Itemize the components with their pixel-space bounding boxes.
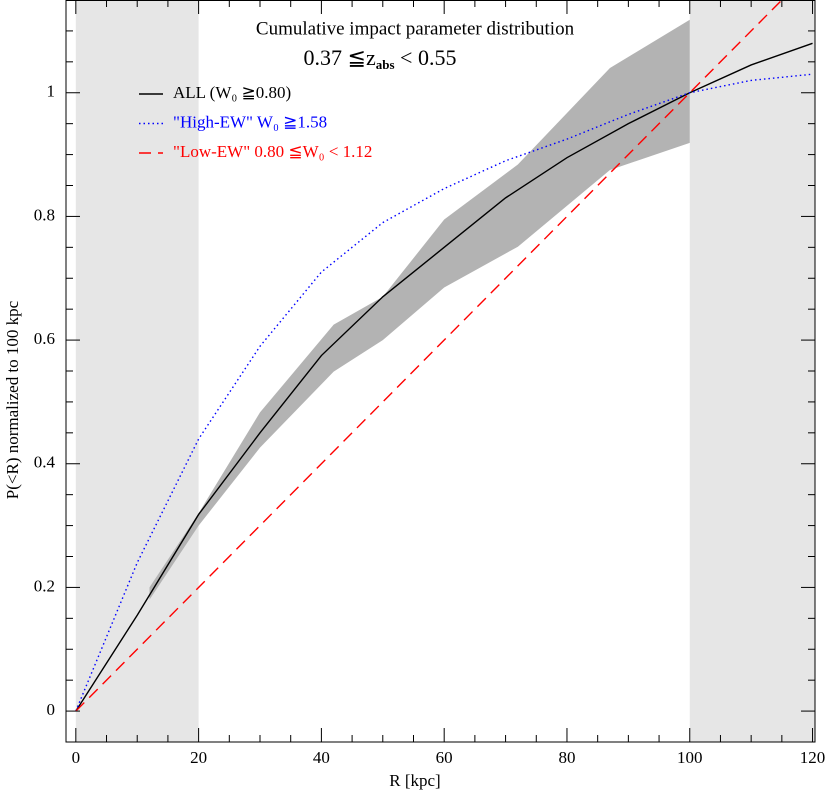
x-tick-label: 40 <box>313 748 330 767</box>
y-tick-label: 0.8 <box>34 205 55 224</box>
confidence-band <box>149 19 690 600</box>
subtitle-part: < 0.55 <box>395 45 457 70</box>
axes: ALL (W₀ ≧0.80) "High-EW" W₀ ≧1.58 "Low-EW"… <box>34 0 826 767</box>
y-tick-label: 0 <box>47 700 56 719</box>
legend-label: "High-EW" W₀ ≧1.58 <box>173 112 327 131</box>
x-tick-label: 120 <box>800 748 826 767</box>
x-tick-label: 60 <box>436 748 453 767</box>
series-line <box>75 0 783 712</box>
x-tick-label: 80 <box>558 748 575 767</box>
plot-background <box>75 0 815 742</box>
chart-title: Cumulative impact parameter distribution <box>256 18 575 39</box>
y-tick-label: 0.4 <box>34 453 56 472</box>
y-tick-label: 0.6 <box>34 329 55 348</box>
x-axis-label: R [kpc] <box>389 771 440 790</box>
plot-data <box>75 0 813 712</box>
y-tick-label: 0.2 <box>34 576 55 595</box>
y-tick-label: 1 <box>47 82 56 101</box>
shaded-region <box>689 0 815 742</box>
y-axis-label: P(<R) normalized to 100 kpc <box>3 300 22 499</box>
legend-label: ALL (W₀ ≧0.80) <box>173 83 291 102</box>
subtitle-part: 0.37 ≦z <box>304 45 376 70</box>
shaded-region <box>75 0 199 742</box>
series-line <box>75 73 813 712</box>
x-tick-label: 20 <box>190 748 207 767</box>
subtitle-sub: abs <box>376 57 395 72</box>
x-tick-label: 0 <box>72 748 81 767</box>
legend-label: "Low-EW" 0.80 ≦W₀ < 1.12 <box>173 142 372 161</box>
chart-subtitle: 0.37 ≦zabs < 0.55 <box>304 45 457 72</box>
x-tick-label: 100 <box>677 748 703 767</box>
